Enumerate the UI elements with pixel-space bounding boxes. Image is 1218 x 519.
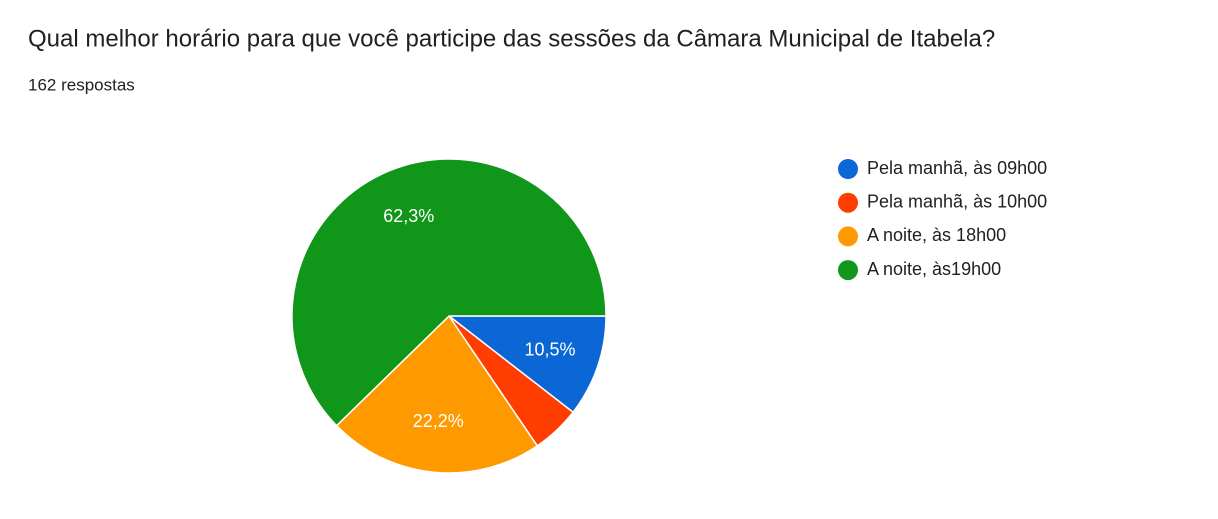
pie-slice	[335, 314, 539, 474]
slice-label: 22,2%	[413, 411, 464, 431]
legend-marker	[838, 260, 858, 281]
pie-slice	[291, 158, 607, 427]
legend-marker	[838, 159, 858, 179]
legend-marker	[838, 226, 858, 247]
response-count: 162 respostas	[28, 75, 135, 94]
pie-slice	[446, 315, 607, 414]
legend-label: A noite, às19h00	[867, 259, 1001, 279]
chart-title: Qual melhor horário para que você partic…	[28, 25, 995, 52]
legend-marker	[838, 192, 858, 213]
slice-label: 62,3%	[383, 206, 434, 226]
legend-label: Pela manhã, às 10h00	[867, 191, 1047, 211]
legend-label: Pela manhã, às 09h00	[867, 158, 1047, 178]
slice-label: 10,5%	[524, 339, 575, 359]
legend-label: A noite, às 18h00	[867, 225, 1006, 245]
